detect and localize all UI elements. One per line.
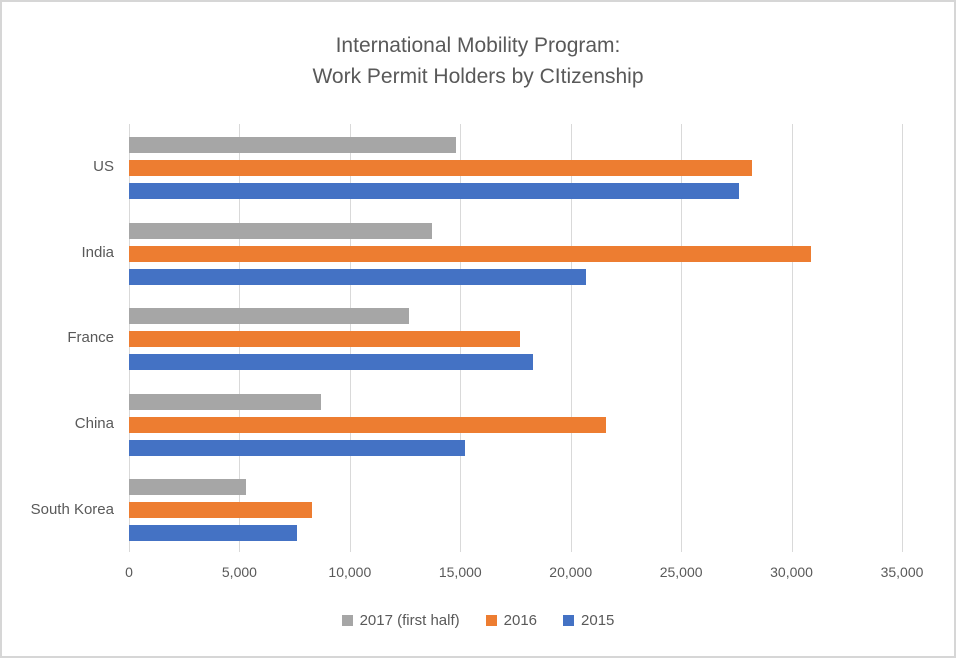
legend-item-2017-first-half: 2017 (first half) (341, 612, 460, 629)
bar-group-us (129, 124, 902, 210)
x-tick-label-15000: 15,000 (438, 564, 482, 580)
bar-2017-first-half-france (129, 308, 410, 325)
legend-label-2015: 2015 (581, 612, 615, 629)
bar-group-india (129, 210, 902, 296)
gridline-20000 (570, 124, 572, 552)
category-label-china: China (74, 415, 114, 433)
legend-item-2015: 2015 (563, 612, 614, 629)
bar-2016-south-korea (129, 502, 313, 519)
chart-title-line-2: Work Permit Holders by CItizenship (312, 65, 644, 88)
legend-swatch-2015 (563, 615, 575, 626)
gridline-25000 (681, 124, 683, 552)
legend-item-2016: 2016 (485, 612, 538, 629)
category-label-south-korea: South Korea (30, 500, 114, 518)
bar-2017-first-half-south-korea (129, 479, 247, 496)
plot-area (129, 124, 903, 552)
gridline-35000 (902, 124, 903, 552)
bar-2017-first-half-china (129, 393, 322, 410)
bar-2016-india (129, 245, 812, 262)
category-axis: US India France China South Korea (2, 124, 114, 552)
x-tick-label-30000: 30,000 (770, 564, 813, 580)
bar-group-china (129, 381, 902, 467)
bar-group-france (129, 295, 902, 381)
category-label-us: US (93, 158, 114, 176)
bar-group-south-korea (129, 466, 902, 552)
x-tick-label-20000: 20,000 (549, 564, 593, 580)
legend: 2017 (first half) 2016 2015 (2, 612, 954, 629)
legend-swatch-2016 (485, 615, 497, 626)
x-tick-label-10000: 10,000 (328, 564, 372, 580)
bar-2016-france (129, 331, 520, 348)
bar-2015-china (129, 439, 465, 456)
gridline-30000 (791, 124, 793, 552)
bar-2016-china (129, 416, 607, 433)
x-tick-label-5000: 5,000 (221, 564, 257, 580)
value-axis: 0 5,000 10,000 15,000 20,000 25,000 30,000 35,0… (2, 564, 954, 584)
legend-label-2016: 2016 (503, 612, 538, 629)
bar-2015-france (129, 354, 534, 371)
category-label-france: France (67, 329, 114, 347)
x-tick-label-35000: 35,000 (880, 564, 924, 580)
legend-swatch-2017-first-half (341, 615, 353, 626)
category-label-india: India (81, 243, 114, 261)
bar-2016-us (129, 160, 752, 176)
chart-title-line-1: International Mobility Program: (335, 34, 621, 57)
bar-2017-first-half-india (129, 222, 432, 239)
bar-2015-us (129, 183, 739, 199)
chart-title: International Mobility Program: Work Per… (2, 30, 954, 92)
bar-2015-south-korea (129, 525, 297, 542)
x-tick-label-25000: 25,000 (659, 564, 703, 580)
legend-label-2017-first-half: 2017 (first half) (359, 612, 460, 629)
bar-2017-first-half-us (129, 137, 456, 153)
x-tick-label-0: 0 (125, 564, 133, 580)
bar-2015-india (129, 268, 587, 285)
